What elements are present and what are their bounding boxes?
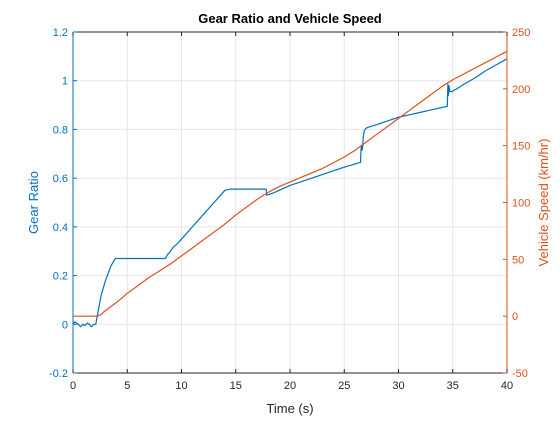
- x-tick-label: 40: [501, 380, 513, 392]
- x-tick-label: 0: [70, 380, 76, 392]
- y-left-tick-label: 1: [62, 76, 68, 88]
- y-left-tick-label: 0.2: [53, 271, 68, 283]
- y-left-tick-label: 0.4: [53, 222, 68, 234]
- y-right-tick-label: 0: [512, 311, 518, 323]
- gear-ratio-line: [72, 58, 508, 328]
- x-tick-label: 35: [447, 380, 459, 392]
- y-left-tick-label: 0.6: [53, 173, 68, 185]
- y-left-axis-title: Gear Ratio: [26, 171, 41, 234]
- x-axis-title: Time (s): [266, 401, 313, 416]
- y-right-tick-label: 200: [512, 84, 530, 96]
- chart-title: Gear Ratio and Vehicle Speed: [198, 11, 382, 26]
- y-right-tick-label: -50: [512, 368, 528, 380]
- axes: 0 5 10 15 20 25 30 35 40-0.200.20.40.60.811.2-50…: [49, 27, 530, 392]
- y-left-tick-label: 0.8: [53, 124, 68, 136]
- y-right-tick-label: 100: [512, 198, 530, 210]
- series-lines: [72, 50, 508, 328]
- y-right-tick-label: 50: [512, 254, 524, 266]
- x-tick-label: 10: [175, 380, 187, 392]
- x-tick-label: 15: [230, 380, 242, 392]
- y-left-tick-label: 0: [62, 319, 68, 331]
- x-tick-label: 30: [392, 380, 404, 392]
- y-right-axis-title: Vehicle Speed (km/hr): [536, 139, 551, 267]
- x-tick-label: 25: [338, 380, 350, 392]
- y-left-tick-label: 1.2: [53, 27, 68, 39]
- y-right-tick-label: 150: [512, 141, 530, 153]
- y-left-tick-label: -0.2: [49, 368, 68, 380]
- y-right-tick-label: 250: [512, 27, 530, 39]
- x-tick-label: 20: [284, 380, 296, 392]
- x-tick-label: 5: [124, 380, 130, 392]
- vehicle-speed-line: [73, 50, 508, 317]
